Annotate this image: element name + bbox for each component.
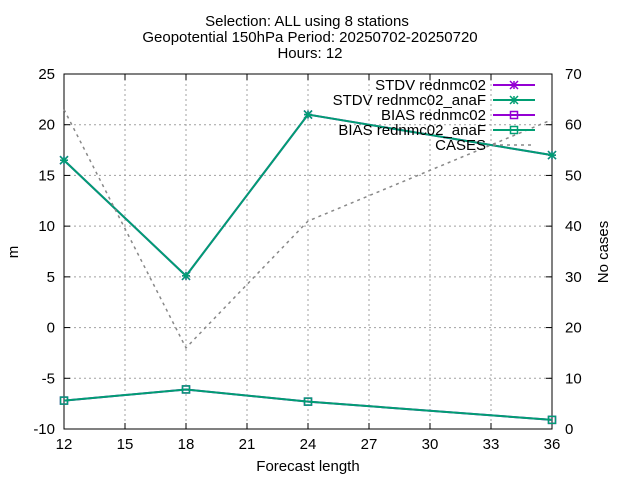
series-line-2 [63,113,553,278]
y2-tick-label: 20 [565,320,582,337]
x-tick-label: 21 [239,436,256,453]
x-tick-label: 15 [117,436,134,453]
chart-title: Selection: ALL using 8 stations Geopoten… [142,13,477,62]
y2-tick-label: 40 [565,218,582,235]
y2-tick-label: 0 [565,421,573,438]
y-tick-label: 0 [47,320,55,337]
y-tick-label: 25 [38,66,55,83]
x-tick-label: 12 [56,436,73,453]
data-point [59,396,69,405]
x-tick-label: 18 [178,436,195,453]
y-axis-label: m [5,246,22,259]
y-tick-label: 5 [47,269,55,286]
legend-label: STDV rednmc02_anaF [333,92,486,109]
y2-axis-label: No cases [595,221,612,284]
legend-label: BIAS rednmc02 [381,107,486,124]
series-layer [59,109,557,425]
x-tick-label: 24 [300,436,317,453]
y-tick-label: -10 [33,421,55,438]
legend-label: STDV rednmc02 [375,77,486,94]
y-tick-label: 10 [38,218,55,235]
y-tick-label: -5 [42,370,55,387]
y-tick-label: 15 [38,167,55,184]
x-tick-label: 33 [483,436,500,453]
data-point [547,150,557,160]
data-point [59,155,69,165]
title-line-2: Geopotential 150hPa Period: 20250702-202… [142,29,477,46]
y2-tick-label: 10 [565,370,582,387]
title-line-1: Selection: ALL using 8 stations [205,13,409,30]
series-line-5 [63,109,553,350]
legend-marker [509,80,519,90]
legend-label: CASES [435,137,486,154]
series-line-4 [63,388,553,421]
plot-frame [63,73,553,430]
data-point [303,110,313,120]
x-tick-label: 30 [422,436,439,453]
data-point [181,271,191,281]
y2-tick-label: 30 [565,269,582,286]
x-axis-label: Forecast length [256,458,359,475]
data-point [181,385,191,394]
y2-tick-label: 60 [565,117,582,134]
legend-marker [509,110,519,120]
axes: 12 15 18 21 24 27 30 33 36 -10 -5 0 5 10 15 20 25 0 10 20 30… [33,66,581,453]
legend-marker [509,95,519,105]
data-point [547,415,557,425]
x-tick-label: 27 [361,436,378,453]
y2-tick-label: 50 [565,167,582,184]
title-line-3: Hours: 12 [277,45,342,62]
y2-tick-label: 70 [565,66,582,83]
x-tick-label: 36 [544,436,561,453]
legend-label: BIAS rednmc02_anaF [338,122,486,139]
data-point [303,397,313,406]
y-tick-label: 20 [38,117,55,134]
legend-marker [509,125,519,135]
